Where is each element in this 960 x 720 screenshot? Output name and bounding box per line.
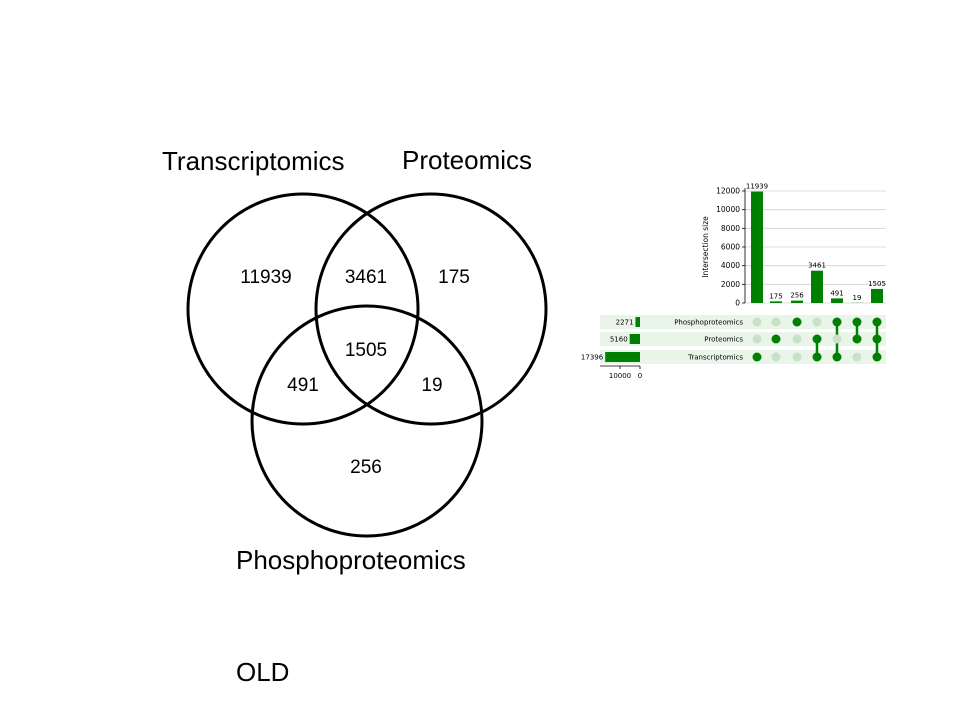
upset-matrix-dot-inactive	[752, 334, 762, 344]
upset-setsize-label: 2271	[616, 319, 634, 327]
upset-setsize-tick-label: 10000	[609, 372, 631, 380]
venn-circle-phosphoproteomics	[250, 304, 484, 538]
upset-ytick-label: 8000	[721, 224, 740, 233]
venn-label-transcriptomics: Transcriptomics	[162, 146, 345, 176]
upset-ytick-label: 4000	[721, 261, 740, 270]
upset-ytick-label: 10000	[716, 205, 740, 214]
upset-setsize-tick-label: 0	[638, 372, 642, 380]
upset-bar	[871, 288, 883, 303]
upset-plot: 0 2000 4000 6000 8000 10000 12000 Intersection …	[581, 183, 886, 380]
upset-matrix-dot-active	[812, 334, 822, 344]
upset-matrix-dot-active	[872, 352, 882, 362]
upset-matrix-dot-active	[771, 334, 781, 344]
upset-matrix-dot-inactive	[852, 352, 862, 362]
upset-bar	[770, 301, 782, 303]
upset-bar-label: 19	[853, 294, 862, 302]
upset-set-name: Proteomics	[704, 336, 743, 344]
upset-ytick-label: 12000	[716, 187, 740, 196]
upset-matrix-dot-inactive	[832, 334, 842, 344]
upset-matrix-dot-inactive	[812, 317, 822, 327]
venn-label-proteomics: Proteomics	[402, 145, 532, 175]
venn-count-proteomics-phospho: 19	[421, 375, 442, 396]
upset-bar-label: 175	[769, 292, 782, 300]
venn-count-phospho-only: 256	[350, 457, 382, 478]
venn-count-transcriptomics-only: 11939	[240, 267, 291, 288]
upset-setsize-bar	[605, 352, 640, 362]
upset-matrix-dot-active	[852, 334, 862, 344]
venn-circle-transcriptomics	[186, 192, 420, 426]
upset-bar-label: 491	[830, 289, 843, 297]
upset-bar-label: 1505	[868, 280, 886, 288]
upset-bar	[751, 191, 763, 303]
upset-setsize-label: 5160	[610, 336, 628, 344]
upset-matrix-dot-active	[872, 334, 882, 344]
upset-matrix-dot-active	[812, 352, 822, 362]
upset-bar	[791, 300, 803, 303]
upset-setsize-bar	[635, 317, 640, 327]
upset-setsize-label: 17396	[581, 354, 604, 362]
upset-matrix-dot-active	[792, 317, 802, 327]
upset-matrix-dot-inactive	[752, 317, 762, 327]
upset-matrix-dot-active	[832, 317, 842, 327]
upset-matrix-dot-inactive	[771, 317, 781, 327]
venn-count-transcriptomics-phospho: 491	[287, 375, 319, 396]
venn-count-all-three: 1505	[345, 340, 387, 361]
upset-row-stripe	[600, 315, 886, 329]
upset-matrix-dot-active	[752, 352, 762, 362]
upset-bar	[831, 298, 843, 303]
upset-matrix-dot-inactive	[792, 352, 802, 362]
upset-matrix-dot-inactive	[771, 352, 781, 362]
upset-setsize-bar	[629, 334, 640, 344]
upset-ytick-label: 2000	[721, 280, 740, 289]
upset-matrix-dot-active	[832, 352, 842, 362]
upset-ytick-label: 6000	[721, 243, 740, 252]
upset-bar-label: 256	[790, 292, 804, 300]
upset-row-stripe	[600, 350, 886, 364]
venn-label-phosphoproteomics: Phosphoproteomics	[236, 545, 466, 575]
upset-bar	[811, 270, 823, 303]
upset-row-stripe	[600, 332, 886, 346]
upset-ytick-label: 0	[735, 299, 740, 308]
upset-ylabel: Intersection size	[701, 216, 710, 278]
venn-count-transcriptomics-proteomics: 3461	[345, 267, 387, 288]
upset-matrix-dot-inactive	[792, 334, 802, 344]
venn-circle-proteomics	[314, 192, 548, 426]
upset-matrix-dot-active	[872, 317, 882, 327]
upset-matrix-dot-active	[852, 317, 862, 327]
upset-set-name: Transcriptomics	[687, 354, 743, 362]
upset-bar-label: 11939	[746, 183, 768, 191]
upset-set-name: Phosphoproteomics	[674, 319, 743, 327]
upset-bar-label: 3461	[808, 262, 826, 270]
venn-count-proteomics-only: 175	[438, 267, 470, 288]
old-label: OLD	[236, 657, 290, 687]
